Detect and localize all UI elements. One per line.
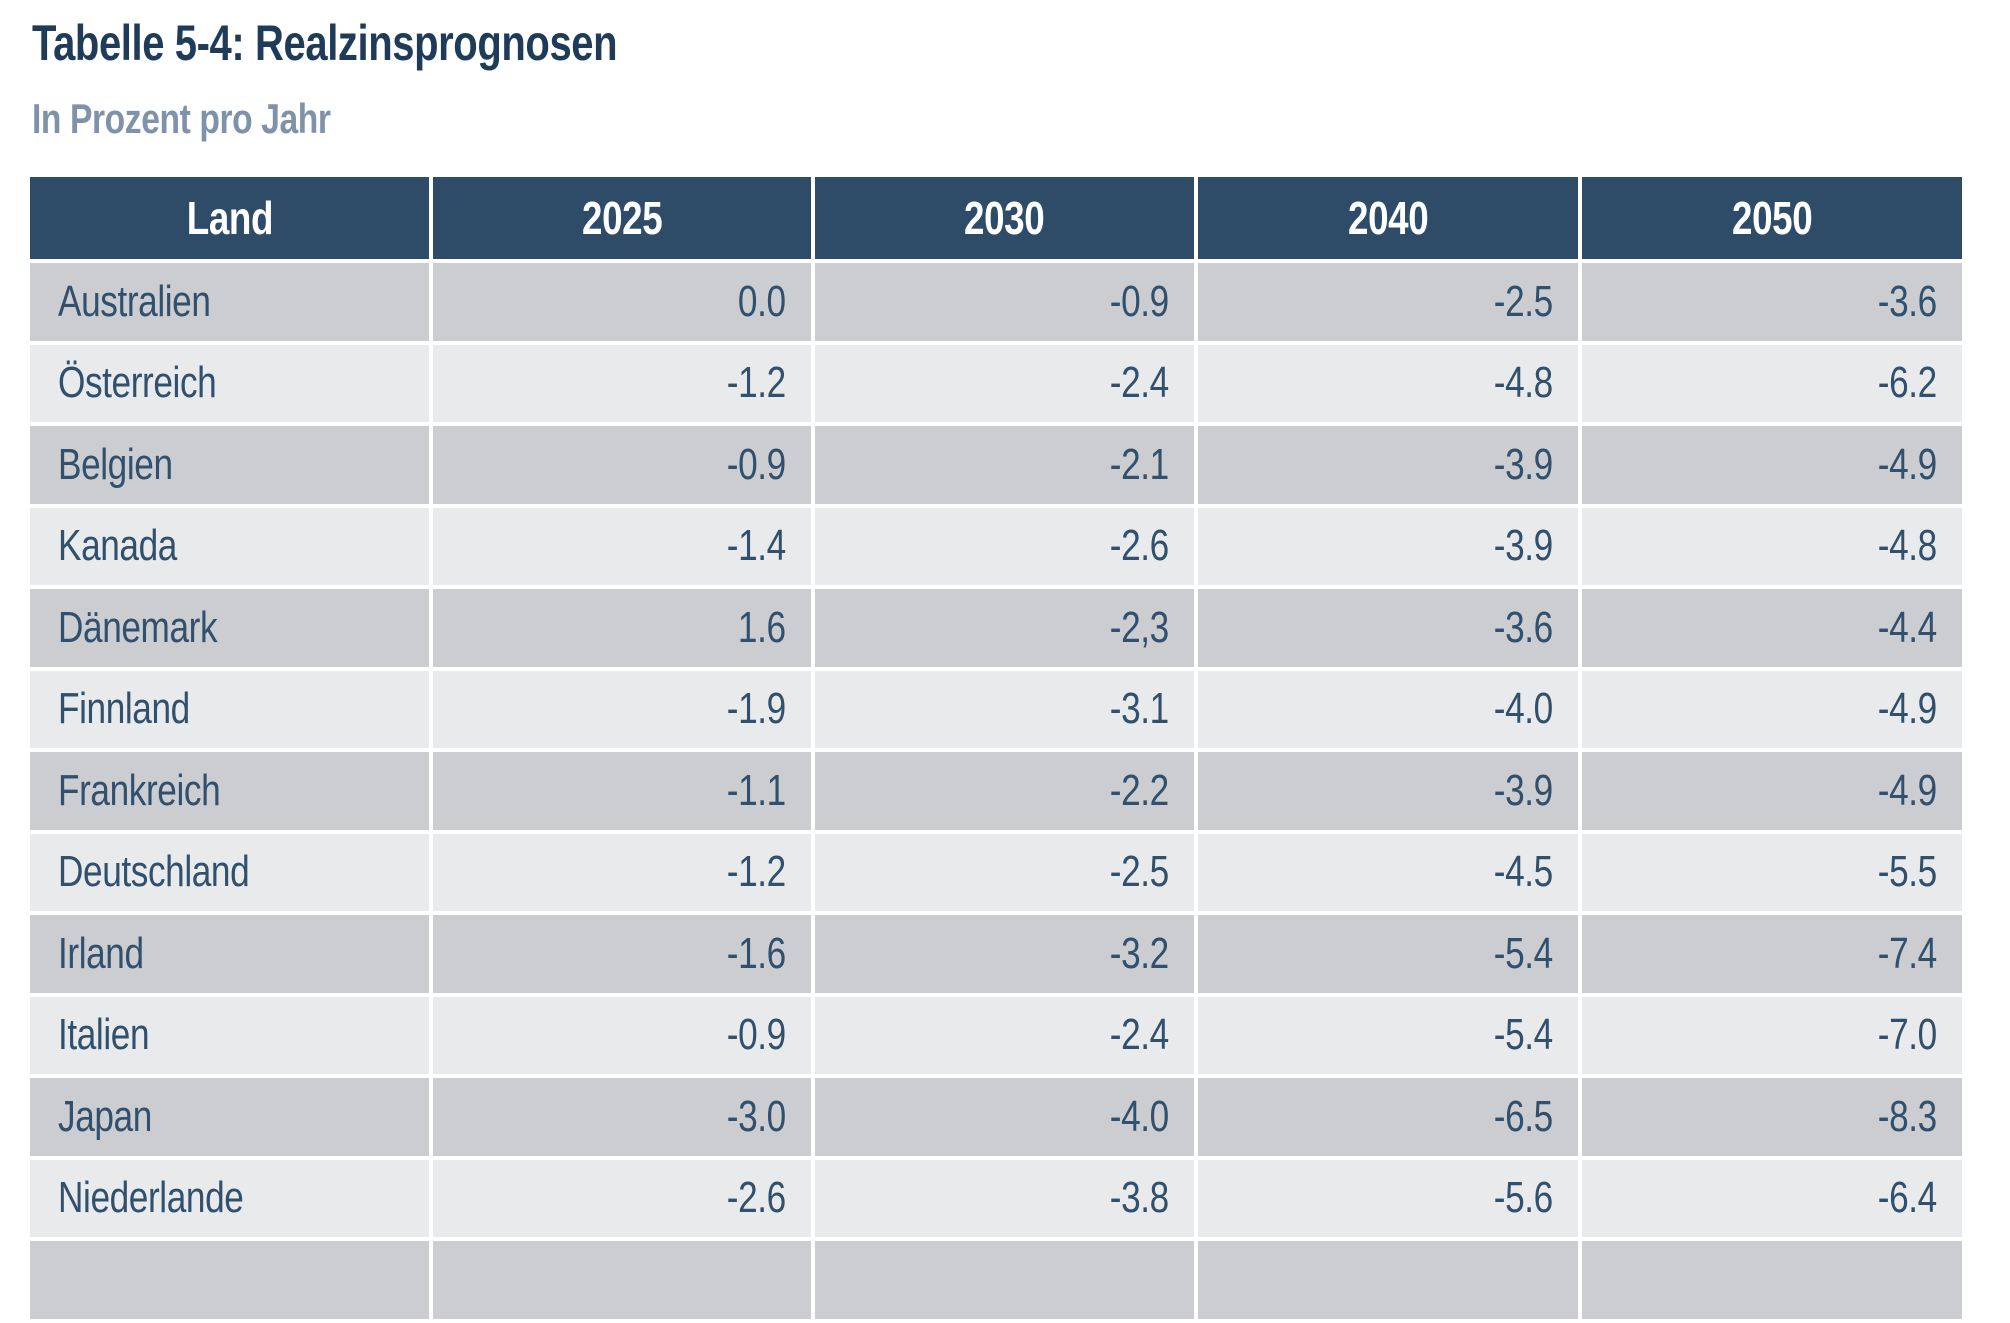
column-header-2025: 2025 bbox=[433, 177, 811, 259]
table-cell-2050: -4.8 bbox=[1582, 507, 1962, 585]
table-cell-2040: -4.8 bbox=[1198, 344, 1578, 422]
table-cell-2030 bbox=[815, 1241, 1194, 1319]
table-row: Kanada -1.4 -2.6 -3.9 -4.8 bbox=[30, 507, 1962, 585]
row-label: Kanada bbox=[30, 507, 429, 585]
table-cell-2050: -4.9 bbox=[1582, 670, 1962, 748]
table-cell-2050: -3.6 bbox=[1582, 263, 1962, 341]
table-row: Japan -3.0 -4.0 -6.5 -8.3 bbox=[30, 1078, 1962, 1156]
column-header-2040: 2040 bbox=[1198, 177, 1578, 259]
table-row: Deutschland -1.2 -2.5 -4.5 -5.5 bbox=[30, 833, 1962, 911]
table-cell-2050: -5.5 bbox=[1582, 833, 1962, 911]
table-cell-2050: -4.9 bbox=[1582, 752, 1962, 830]
table-cell-2025: -0.9 bbox=[433, 996, 811, 1074]
table-cell-2025: -3.0 bbox=[433, 1078, 811, 1156]
table-cell-2025: -1.2 bbox=[433, 833, 811, 911]
row-label: Österreich bbox=[30, 344, 429, 422]
table-cell-2025: -1.2 bbox=[433, 344, 811, 422]
table-cell-2025: -1.6 bbox=[433, 915, 811, 993]
table-cell-2030: -2.1 bbox=[815, 426, 1194, 504]
row-label: Belgien bbox=[30, 426, 429, 504]
table-cell-2050: -6.4 bbox=[1582, 1159, 1962, 1237]
table-row: Australien 0.0 -0.9 -2.5 -3.6 bbox=[30, 263, 1962, 341]
column-header-2050: 2050 bbox=[1582, 177, 1962, 259]
table-cell-2025: 1.6 bbox=[433, 589, 811, 667]
table-cell-2040: -4.5 bbox=[1198, 833, 1578, 911]
row-label: Australien bbox=[30, 263, 429, 341]
page-title-text: Tabelle 5-4: Realzinsprognosen bbox=[32, 15, 618, 71]
table-cell-2025: -2.6 bbox=[433, 1159, 811, 1237]
table-row: Irland -1.6 -3.2 -5.4 -7.4 bbox=[30, 915, 1962, 993]
row-label bbox=[30, 1241, 429, 1319]
table-row-partial bbox=[30, 1241, 1962, 1319]
table-cell-2030: -2.4 bbox=[815, 344, 1194, 422]
table-cell-2050: -8.3 bbox=[1582, 1078, 1962, 1156]
table-cell-2040 bbox=[1198, 1241, 1578, 1319]
table-cell-2030: -0.9 bbox=[815, 263, 1194, 341]
row-label: Frankreich bbox=[30, 752, 429, 830]
table-body: Australien 0.0 -0.9 -2.5 -3.6 Österreich… bbox=[30, 263, 1962, 1319]
table-cell-2030: -2.2 bbox=[815, 752, 1194, 830]
table-cell-2050: -6.2 bbox=[1582, 344, 1962, 422]
table-cell-2040: -5.6 bbox=[1198, 1159, 1578, 1237]
table-cell-2040: -4.0 bbox=[1198, 670, 1578, 748]
table-cell-2025: -1.4 bbox=[433, 507, 811, 585]
table-row: Österreich -1.2 -2.4 -4.8 -6.2 bbox=[30, 344, 1962, 422]
table-cell-2040: -3.9 bbox=[1198, 752, 1578, 830]
table-cell-2040: -5.4 bbox=[1198, 915, 1578, 993]
table-cell-2030: -2,3 bbox=[815, 589, 1194, 667]
table-cell-2030: -4.0 bbox=[815, 1078, 1194, 1156]
table-cell-2030: -2.4 bbox=[815, 996, 1194, 1074]
table-row: Belgien -0.9 -2.1 -3.9 -4.9 bbox=[30, 426, 1962, 504]
table-cell-2025: 0.0 bbox=[433, 263, 811, 341]
table-row: Dänemark 1.6 -2,3 -3.6 -4.4 bbox=[30, 589, 1962, 667]
table-cell-2040: -3.9 bbox=[1198, 426, 1578, 504]
table-cell-2025: -0.9 bbox=[433, 426, 811, 504]
table-cell-2025: -1.1 bbox=[433, 752, 811, 830]
table-cell-2030: -3.1 bbox=[815, 670, 1194, 748]
table-cell-2030: -3.2 bbox=[815, 915, 1194, 993]
page-title: Tabelle 5-4: Realzinsprognosen bbox=[32, 14, 763, 72]
row-label: Japan bbox=[30, 1078, 429, 1156]
table-cell-2040: -3.6 bbox=[1198, 589, 1578, 667]
row-label: Niederlande bbox=[30, 1159, 429, 1237]
table-cell-2040: -2.5 bbox=[1198, 263, 1578, 341]
row-label: Deutschland bbox=[30, 833, 429, 911]
column-header-land: Land bbox=[30, 177, 429, 259]
table-cell-2030: -2.6 bbox=[815, 507, 1194, 585]
page-subtitle: In Prozent pro Jahr bbox=[32, 95, 405, 143]
table-cell-2050: -4.4 bbox=[1582, 589, 1962, 667]
table-cell-2030: -2.5 bbox=[815, 833, 1194, 911]
column-header-2030: 2030 bbox=[815, 177, 1194, 259]
row-label: Irland bbox=[30, 915, 429, 993]
table-cell-2025 bbox=[433, 1241, 811, 1319]
table-cell-2040: -5.4 bbox=[1198, 996, 1578, 1074]
table-cell-2050 bbox=[1582, 1241, 1962, 1319]
table-row: Frankreich -1.1 -2.2 -3.9 -4.9 bbox=[30, 752, 1962, 830]
table-row: Finnland -1.9 -3.1 -4.0 -4.9 bbox=[30, 670, 1962, 748]
table-cell-2025: -1.9 bbox=[433, 670, 811, 748]
table-row: Italien -0.9 -2.4 -5.4 -7.0 bbox=[30, 996, 1962, 1074]
realzins-table: Land 2025 2030 2040 2050 Australien 0.0 … bbox=[26, 173, 1966, 1323]
table-header-row: Land 2025 2030 2040 2050 bbox=[30, 177, 1962, 259]
page-subtitle-text: In Prozent pro Jahr bbox=[32, 95, 331, 142]
table-cell-2050: -4.9 bbox=[1582, 426, 1962, 504]
table-cell-2030: -3.8 bbox=[815, 1159, 1194, 1237]
table-cell-2040: -6.5 bbox=[1198, 1078, 1578, 1156]
row-label: Finnland bbox=[30, 670, 429, 748]
table-cell-2050: -7.4 bbox=[1582, 915, 1962, 993]
table-row: Niederlande -2.6 -3.8 -5.6 -6.4 bbox=[30, 1159, 1962, 1237]
row-label: Dänemark bbox=[30, 589, 429, 667]
row-label: Italien bbox=[30, 996, 429, 1074]
table-cell-2040: -3.9 bbox=[1198, 507, 1578, 585]
table-cell-2050: -7.0 bbox=[1582, 996, 1962, 1074]
